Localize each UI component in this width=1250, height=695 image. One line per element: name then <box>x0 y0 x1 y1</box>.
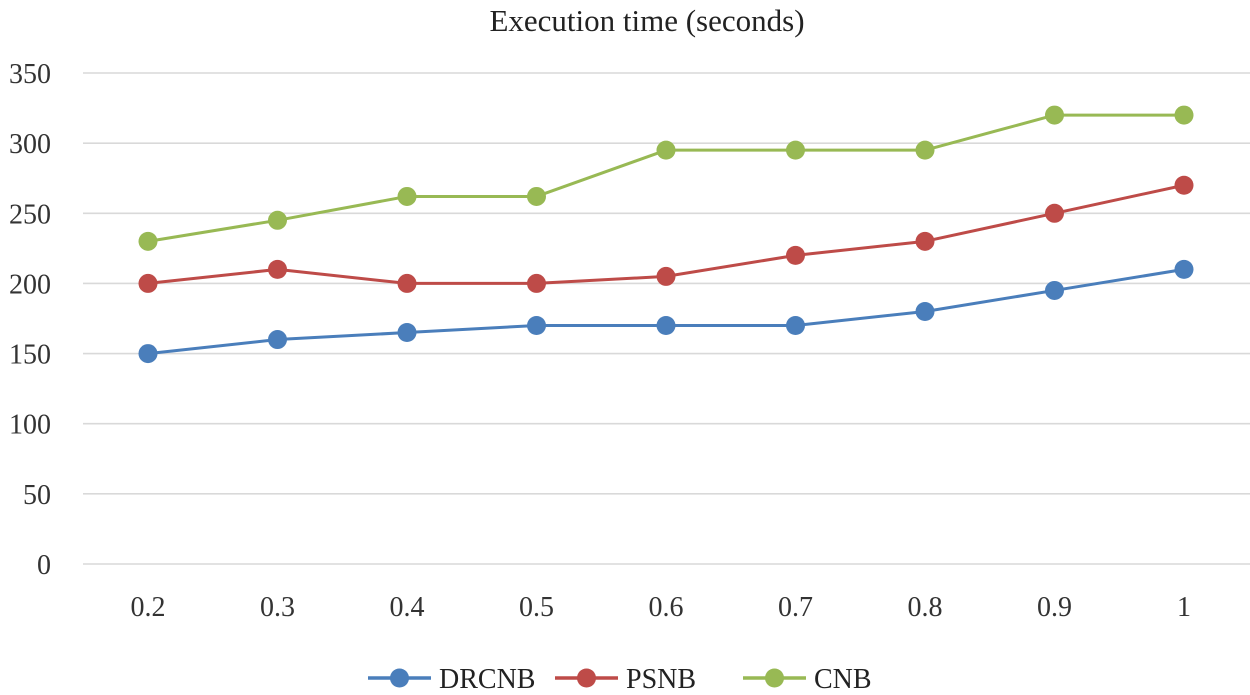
series-cnb <box>138 105 1194 251</box>
data-point <box>397 323 417 343</box>
legend: DRCNB PSNB CNB <box>368 664 872 695</box>
legend-item-cnb: CNB <box>743 664 872 695</box>
legend-marker <box>390 668 409 688</box>
data-point <box>915 301 935 321</box>
x-tick-label: 0.6 <box>649 592 684 623</box>
data-point <box>268 330 287 350</box>
data-point <box>138 344 158 364</box>
legend-item-drcnb: DRCNB <box>368 664 535 695</box>
data-point <box>268 259 287 279</box>
data-point <box>786 316 805 336</box>
data-point <box>656 266 676 286</box>
x-tick-label: 0.4 <box>390 592 425 623</box>
legend-label: DRCNB <box>439 664 535 695</box>
x-tick-label: 1 <box>1177 592 1191 623</box>
data-point <box>786 245 805 265</box>
data-point <box>138 273 158 293</box>
data-point <box>656 140 676 160</box>
data-point <box>915 231 935 251</box>
legend-marker <box>577 668 596 688</box>
x-tick-label: 0.8 <box>908 592 943 623</box>
data-point <box>268 210 287 230</box>
data-point <box>527 186 546 206</box>
legend-label: CNB <box>814 664 872 695</box>
x-tick-label: 0.2 <box>131 592 166 623</box>
data-point <box>786 140 805 160</box>
y-tick-label: 100 <box>9 410 51 441</box>
data-point <box>1045 105 1064 125</box>
x-tick-label: 0.7 <box>778 592 813 623</box>
y-axis-tick-labels: 0 50 100 150 200 250 300 350 <box>9 59 51 581</box>
data-point <box>527 316 546 336</box>
legend-marker <box>765 668 784 688</box>
y-tick-label: 350 <box>9 59 51 90</box>
data-point <box>1174 175 1194 195</box>
data-point <box>1045 203 1064 223</box>
data-point <box>1174 259 1194 279</box>
data-point <box>138 231 158 251</box>
y-tick-label: 250 <box>9 199 51 230</box>
y-tick-label: 0 <box>37 550 51 581</box>
series-drcnb <box>138 259 1194 364</box>
data-point <box>527 273 546 293</box>
data-point <box>1045 280 1064 300</box>
x-tick-label: 0.3 <box>260 592 295 623</box>
y-tick-label: 50 <box>23 480 51 511</box>
x-tick-label: 0.9 <box>1037 592 1072 623</box>
plot-series <box>138 105 1194 364</box>
series-psnb <box>138 175 1194 293</box>
y-tick-label: 300 <box>9 129 51 160</box>
data-point <box>397 273 417 293</box>
series-line <box>146 113 1186 243</box>
x-axis-tick-labels: 0.2 0.3 0.4 0.5 0.6 0.7 0.8 0.9 1 <box>131 592 1192 623</box>
data-point <box>656 316 676 336</box>
y-tick-label: 200 <box>9 269 51 300</box>
y-tick-label: 150 <box>9 340 51 371</box>
x-tick-label: 0.5 <box>519 592 554 623</box>
legend-item-psnb: PSNB <box>555 664 696 695</box>
data-point <box>915 140 935 160</box>
data-point <box>1174 105 1194 125</box>
legend-label: PSNB <box>626 664 696 695</box>
chart-title: Execution time (seconds) <box>489 3 804 38</box>
data-point <box>397 186 417 206</box>
